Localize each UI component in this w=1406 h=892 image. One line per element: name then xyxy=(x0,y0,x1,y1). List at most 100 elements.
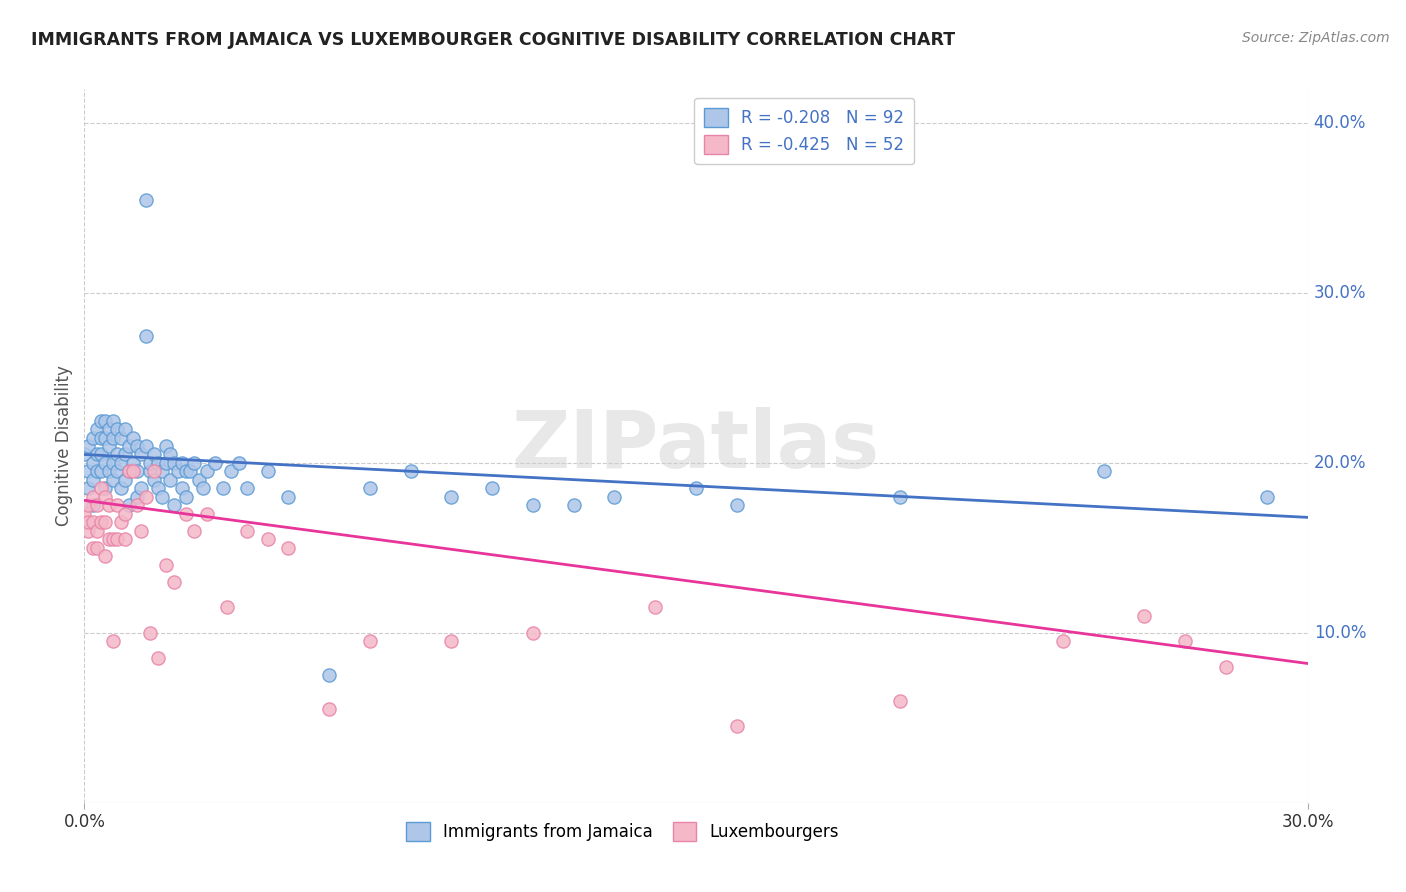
Point xyxy=(138,456,160,470)
Point xyxy=(93,413,115,427)
Point xyxy=(97,533,120,547)
Point xyxy=(131,482,153,496)
Point xyxy=(97,465,120,479)
Point xyxy=(183,456,205,470)
Point xyxy=(1092,465,1115,479)
Point xyxy=(1256,490,1278,504)
Point xyxy=(73,448,96,462)
Point xyxy=(725,499,748,513)
Point xyxy=(90,516,112,530)
Point xyxy=(93,482,115,496)
Point xyxy=(146,456,169,470)
Point xyxy=(399,465,422,479)
Point xyxy=(90,482,112,496)
Point xyxy=(172,456,194,470)
Point xyxy=(86,499,108,513)
Point xyxy=(114,473,136,487)
Point xyxy=(110,456,132,470)
Point xyxy=(889,490,911,504)
Point xyxy=(127,439,149,453)
Point xyxy=(204,456,226,470)
Point xyxy=(219,465,242,479)
Point xyxy=(105,499,128,513)
Point xyxy=(77,524,100,538)
Point xyxy=(93,549,115,564)
Point xyxy=(97,499,120,513)
Point xyxy=(440,490,463,504)
Point xyxy=(172,482,194,496)
Point xyxy=(101,634,124,648)
Point xyxy=(93,516,115,530)
Point xyxy=(127,499,149,513)
Point xyxy=(359,634,381,648)
Point xyxy=(163,499,186,513)
Point xyxy=(142,465,165,479)
Point xyxy=(146,482,169,496)
Point xyxy=(522,499,544,513)
Point xyxy=(122,465,145,479)
Point xyxy=(318,702,340,716)
Text: ZIPatlas: ZIPatlas xyxy=(512,407,880,485)
Point xyxy=(163,574,186,589)
Point xyxy=(135,490,157,504)
Text: Source: ZipAtlas.com: Source: ZipAtlas.com xyxy=(1241,31,1389,45)
Point xyxy=(131,448,153,462)
Point xyxy=(97,422,120,436)
Point xyxy=(212,482,235,496)
Legend: Immigrants from Jamaica, Luxembourgers: Immigrants from Jamaica, Luxembourgers xyxy=(399,815,845,848)
Point xyxy=(1052,634,1074,648)
Point xyxy=(562,499,585,513)
Text: 30.0%: 30.0% xyxy=(1313,284,1367,302)
Point xyxy=(127,465,149,479)
Point xyxy=(114,422,136,436)
Point xyxy=(1174,634,1197,648)
Point xyxy=(135,328,157,343)
Point xyxy=(101,413,124,427)
Point xyxy=(440,634,463,648)
Point xyxy=(522,626,544,640)
Point xyxy=(127,490,149,504)
Point xyxy=(77,499,100,513)
Point xyxy=(110,482,132,496)
Point xyxy=(277,541,299,555)
Point xyxy=(725,719,748,733)
Point xyxy=(146,651,169,665)
Point xyxy=(82,490,104,504)
Point xyxy=(195,507,218,521)
Point xyxy=(82,499,104,513)
Point xyxy=(105,533,128,547)
Point xyxy=(257,465,280,479)
Point xyxy=(86,524,108,538)
Point xyxy=(114,533,136,547)
Point xyxy=(174,507,197,521)
Point xyxy=(110,430,132,444)
Point xyxy=(101,533,124,547)
Text: 10.0%: 10.0% xyxy=(1313,624,1367,642)
Point xyxy=(105,465,128,479)
Point xyxy=(118,465,141,479)
Point xyxy=(97,439,120,453)
Point xyxy=(105,422,128,436)
Point xyxy=(101,456,124,470)
Point xyxy=(142,448,165,462)
Point xyxy=(105,448,128,462)
Point xyxy=(73,507,96,521)
Point xyxy=(86,541,108,555)
Point xyxy=(1133,608,1156,623)
Point xyxy=(114,507,136,521)
Point xyxy=(195,465,218,479)
Point xyxy=(889,694,911,708)
Point xyxy=(481,482,503,496)
Point xyxy=(644,600,666,615)
Point xyxy=(174,490,197,504)
Point xyxy=(101,430,124,444)
Point xyxy=(163,456,186,470)
Point xyxy=(135,439,157,453)
Point xyxy=(110,516,132,530)
Point xyxy=(236,524,259,538)
Point xyxy=(150,490,173,504)
Point xyxy=(142,473,165,487)
Point xyxy=(685,482,707,496)
Point xyxy=(93,490,115,504)
Point xyxy=(174,465,197,479)
